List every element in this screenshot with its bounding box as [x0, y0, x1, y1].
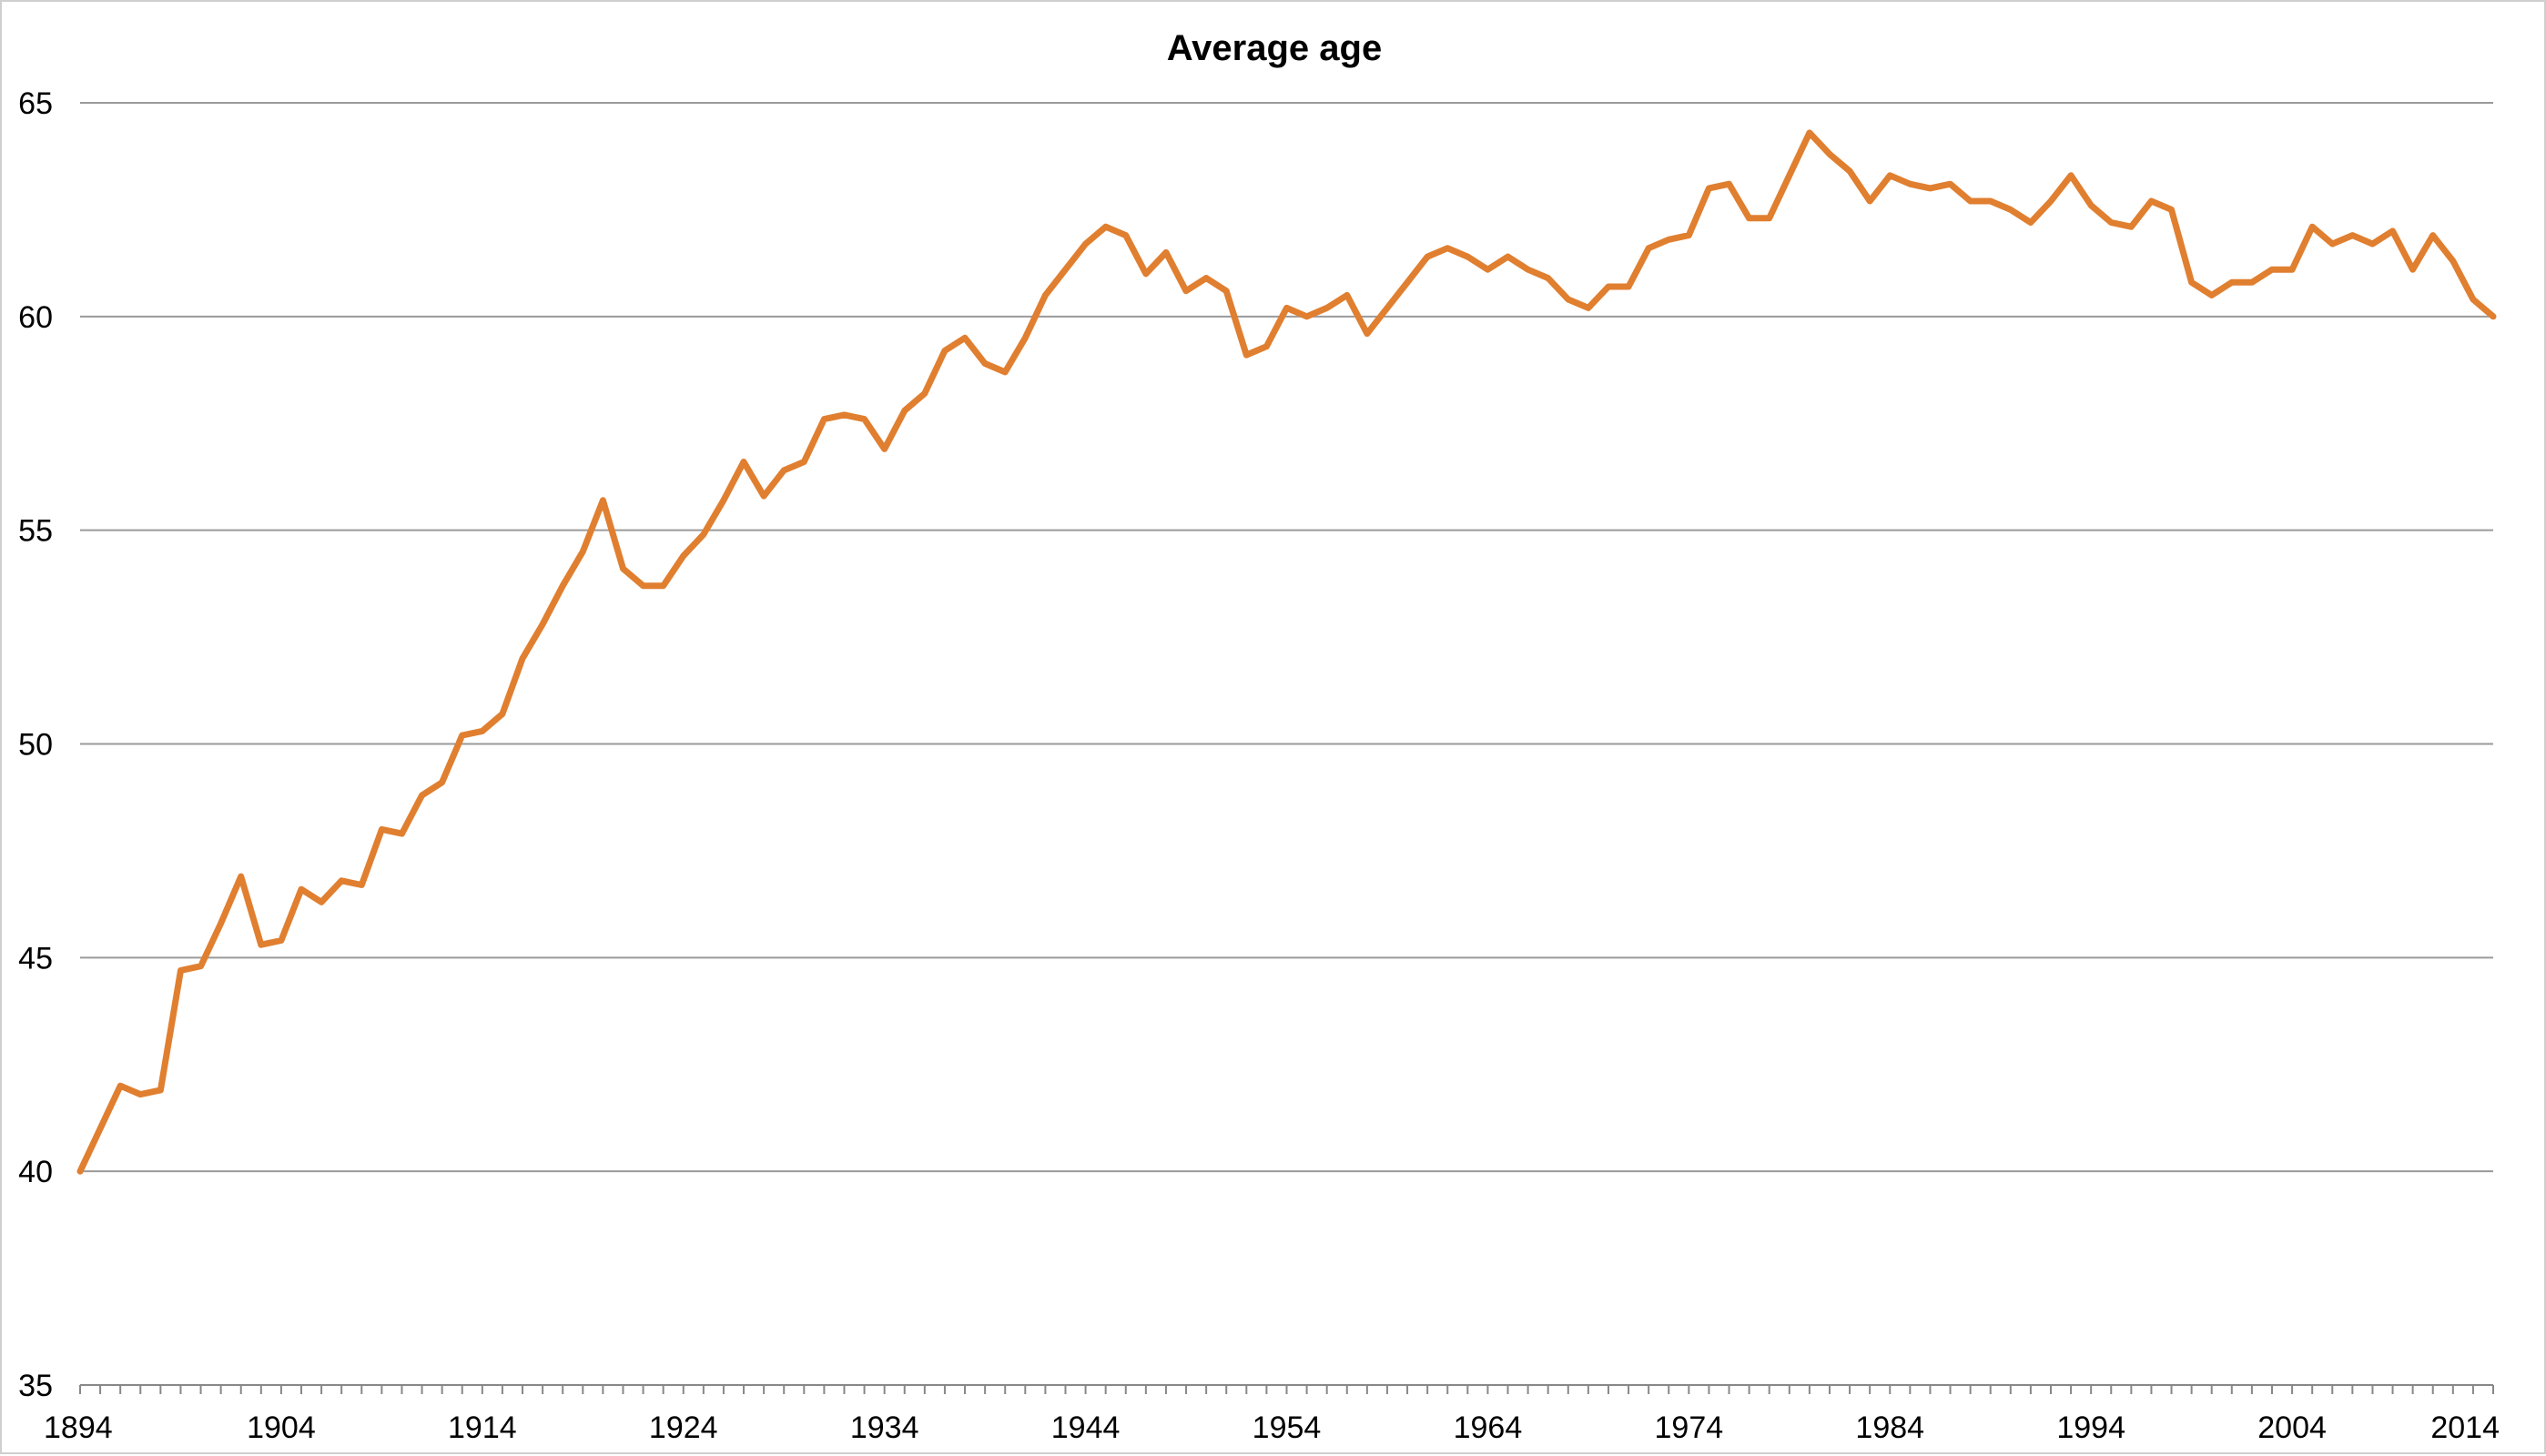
gridlines [80, 102, 2493, 1173]
y-tick-label-50: 50 [18, 728, 53, 763]
x-tick-label-1984: 1984 [1855, 1410, 1924, 1445]
x-tick-label-1994: 1994 [2056, 1410, 2125, 1445]
x-tick-label-1964: 1964 [1454, 1410, 1523, 1445]
series-layer [76, 129, 2497, 1175]
x-tick-label-1924: 1924 [649, 1410, 718, 1445]
series-line-0 [76, 129, 2497, 1175]
x-tick-label-1914: 1914 [448, 1410, 517, 1445]
y-axis-labels: 35 40 45 50 55 60 65 [18, 86, 53, 1403]
x-tick-label-1904: 1904 [247, 1410, 316, 1445]
y-tick-label-60: 60 [18, 300, 53, 335]
x-tick-label-1894: 1894 [44, 1410, 113, 1445]
chart-title: Average age [1167, 28, 1382, 68]
y-tick-label-40: 40 [18, 1155, 53, 1189]
x-tick-label-1974: 1974 [1655, 1410, 1724, 1445]
x-tick-label-1934: 1934 [850, 1410, 919, 1445]
x-axis-labels: 1894 1904 1914 1924 1934 1944 1954 1964 1974 1984… [44, 1410, 2500, 1445]
x-axis [79, 1384, 2494, 1394]
y-tick-label-55: 55 [18, 514, 53, 549]
x-tick-label-2014: 2014 [2430, 1410, 2500, 1445]
x-tick-label-2004: 2004 [2257, 1410, 2327, 1445]
x-tick-label-1944: 1944 [1051, 1410, 1121, 1445]
y-tick-label-65: 65 [18, 86, 53, 121]
x-tick-label-1954: 1954 [1253, 1410, 1322, 1445]
y-tick-label-45: 45 [18, 941, 53, 976]
y-tick-label-35: 35 [18, 1369, 53, 1403]
